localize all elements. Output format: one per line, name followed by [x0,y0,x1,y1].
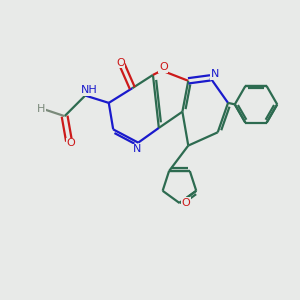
Text: O: O [182,198,190,208]
Text: O: O [159,62,168,72]
Text: NH: NH [81,85,98,95]
Text: H: H [37,104,45,114]
Text: O: O [66,138,75,148]
Text: N: N [211,69,219,79]
Text: N: N [133,144,141,154]
Text: O: O [116,58,125,68]
